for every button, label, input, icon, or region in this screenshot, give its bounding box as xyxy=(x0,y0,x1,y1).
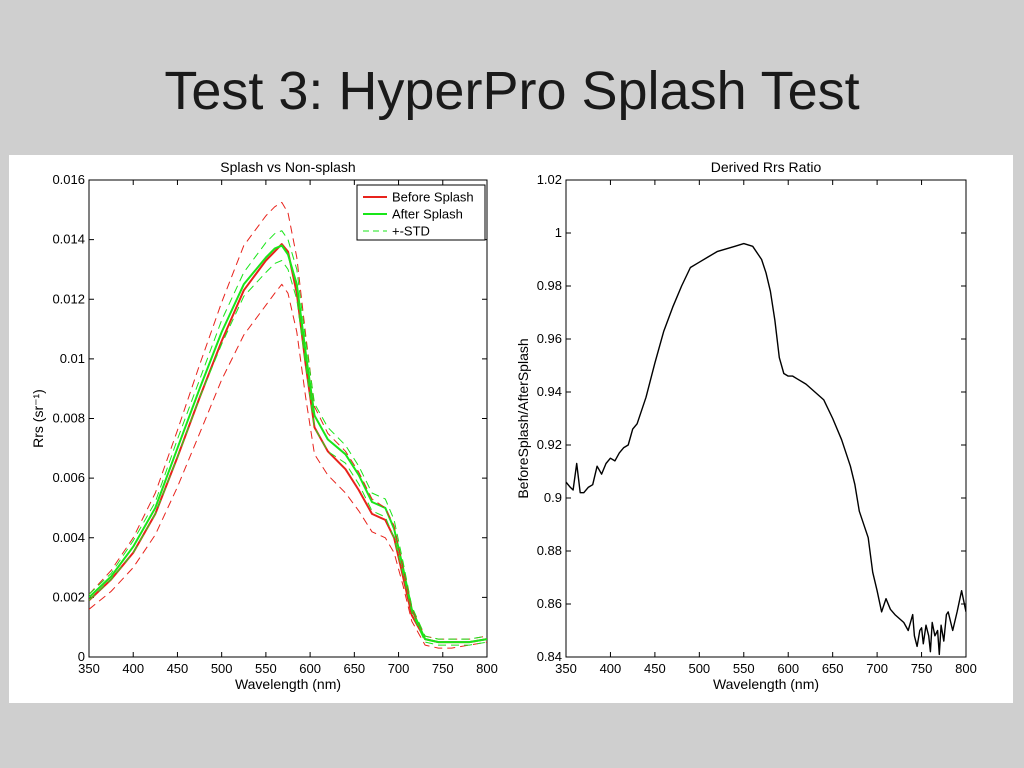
x-tick-label: 650 xyxy=(822,661,844,676)
x-tick-label: 600 xyxy=(777,661,799,676)
x-tick-label: 800 xyxy=(476,661,498,676)
x-tick-label: 500 xyxy=(688,661,710,676)
y-axis-label: BeforeSplash/AfterSplash xyxy=(515,338,531,498)
y-tick-label: 0.92 xyxy=(537,437,562,452)
x-axis-label: Wavelength (nm) xyxy=(235,676,341,692)
y-tick-label: 0.96 xyxy=(537,331,562,346)
x-tick-label: 750 xyxy=(911,661,933,676)
y-tick-label: 0.98 xyxy=(537,278,562,293)
y-tick-label: 0.008 xyxy=(52,411,85,426)
y-tick-label: 0.84 xyxy=(537,649,562,664)
y-tick-label: 0.016 xyxy=(52,172,85,187)
plot-area xyxy=(88,179,488,658)
x-tick-label: 400 xyxy=(122,661,144,676)
y-tick-label: 0.94 xyxy=(537,384,562,399)
x-tick-label: 450 xyxy=(167,661,189,676)
x-tick-label: 800 xyxy=(955,661,977,676)
chart-title: Derived Rrs Ratio xyxy=(711,159,822,175)
x-tick-label: 700 xyxy=(866,661,888,676)
x-tick-label: 350 xyxy=(78,661,100,676)
x-tick-label: 550 xyxy=(255,661,277,676)
y-tick-label: 0.012 xyxy=(52,291,85,306)
x-tick-label: 500 xyxy=(211,661,233,676)
series-line-6 xyxy=(89,260,487,646)
y-tick-label: 0 xyxy=(78,649,85,664)
x-tick-label: 750 xyxy=(432,661,454,676)
series-line-5 xyxy=(89,230,487,640)
chart-1: 350 400 450 500 550 600 650 700 750 800 0 0.002 0.00… xyxy=(30,159,498,692)
series-line-4 xyxy=(89,283,487,649)
legend-label: After Splash xyxy=(392,207,463,222)
legend-label: Before Splash xyxy=(392,190,474,205)
x-tick-label: 400 xyxy=(600,661,622,676)
chart-2: 350 400 450 500 550 600 650 700 750 800 0.84 0.86 0.… xyxy=(515,159,977,692)
y-tick-label: 0.01 xyxy=(60,351,85,366)
chart-title: Splash vs Non-splash xyxy=(220,159,355,175)
x-tick-label: 350 xyxy=(555,661,577,676)
slide-title: Test 3: HyperPro Splash Test xyxy=(164,61,860,121)
charts-svg: 350 400 450 500 550 600 650 700 750 800 0 0.002 0.00… xyxy=(30,159,977,692)
x-tick-label: 650 xyxy=(343,661,365,676)
series-line-2 xyxy=(89,244,487,644)
x-tick-label: 600 xyxy=(299,661,321,676)
y-tick-label: 0.002 xyxy=(52,589,85,604)
x-tick-label: 450 xyxy=(644,661,666,676)
x-tick-label: 550 xyxy=(733,661,755,676)
y-tick-label: 0.88 xyxy=(537,543,562,558)
y-tick-label: 0.9 xyxy=(544,490,562,505)
y-tick-label: 0.014 xyxy=(52,232,85,247)
y-tick-label: 0.004 xyxy=(52,530,85,545)
y-tick-label: 1.02 xyxy=(537,172,562,187)
y-tick-label: 0.006 xyxy=(52,470,85,485)
y-tick-label: 0.86 xyxy=(537,596,562,611)
y-axis-label: Rrs (sr⁻¹) xyxy=(30,389,46,448)
legend-label: +-STD xyxy=(392,224,430,239)
y-tick-label: 1 xyxy=(555,225,562,240)
x-axis-label: Wavelength (nm) xyxy=(713,676,819,692)
series-line-1 xyxy=(566,242,966,656)
x-tick-label: 700 xyxy=(388,661,410,676)
plot-area xyxy=(565,179,967,658)
figure-panel: 350 400 450 500 550 600 650 700 750 800 0 0.002 0.00… xyxy=(9,155,1013,703)
